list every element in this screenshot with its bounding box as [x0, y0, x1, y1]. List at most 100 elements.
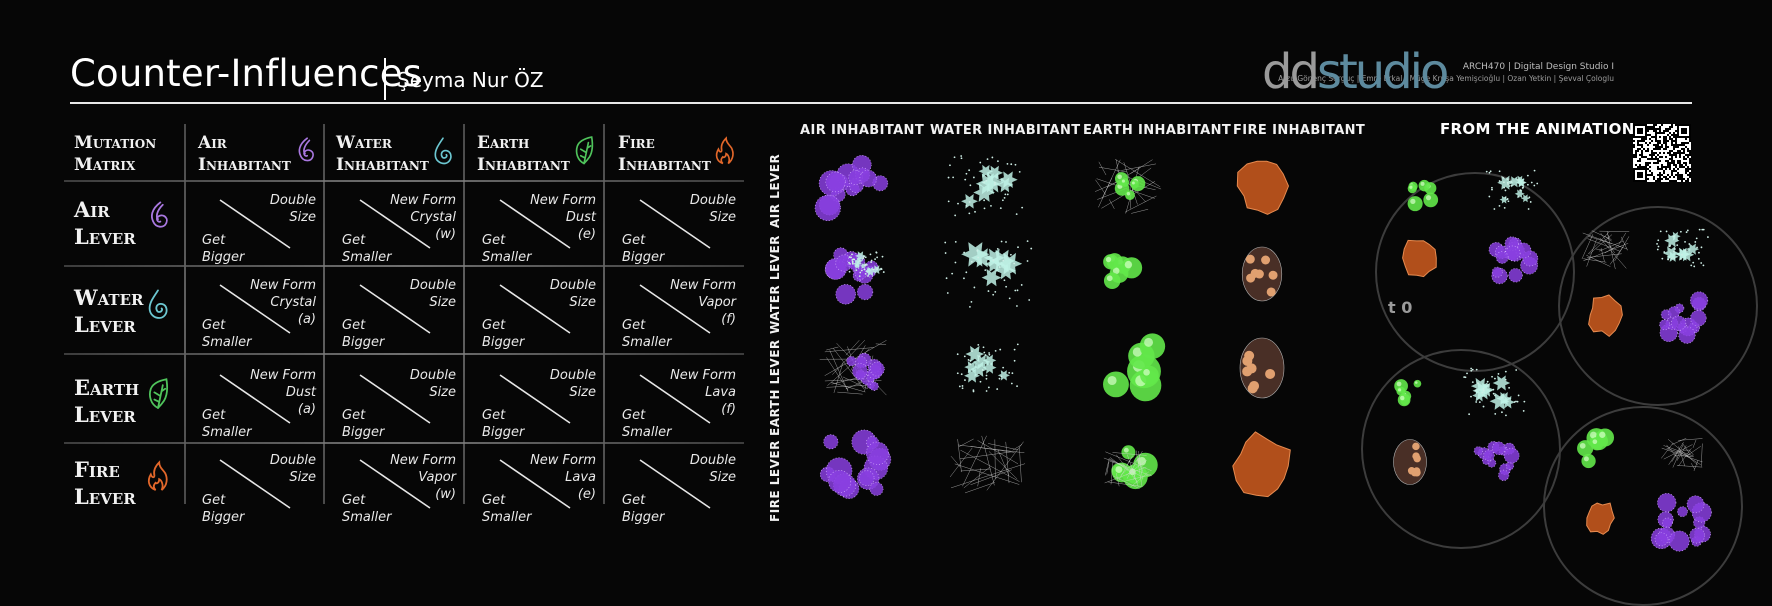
row-header-line-1: Air: [74, 196, 136, 223]
column-header-line-1: Earth: [477, 132, 570, 154]
water-drop-icon: [432, 136, 454, 165]
page-title: Counter-Influences: [70, 52, 422, 95]
cell-diagonal-line: [358, 198, 432, 250]
inhabitant-form-render: [1207, 229, 1317, 319]
inhabitant-form-render: [1207, 141, 1317, 231]
matrix-cell: New Form Lava (e)Get Smaller: [470, 446, 604, 532]
inhabitant-form-render: [1073, 323, 1183, 413]
row-header-line-1: Water: [74, 284, 143, 311]
cell-diagonal-line: [218, 458, 292, 510]
animation-title: FROM THE ANIMATION: [1440, 120, 1635, 138]
flame-icon: [714, 136, 736, 165]
cell-diagonal-line: [218, 198, 292, 250]
course-label: ARCH470 | Digital Design Studio I: [1463, 62, 1614, 72]
inhabitant-form-render: [1073, 229, 1183, 319]
inhabitant-row-label: AIR LEVER: [768, 154, 782, 228]
cell-diagonal-line: [498, 283, 572, 335]
inhabitant-column-header: EARTH INHABITANT: [1083, 123, 1231, 138]
inhabitant-form-render: [798, 141, 908, 231]
inhabitant-form-render: [933, 229, 1043, 319]
column-header-line-2: Inhabitant: [618, 154, 711, 176]
cell-diagonal-line: [638, 458, 712, 510]
water-drop-icon: [146, 288, 170, 319]
row-header-line-2: Lever: [74, 401, 139, 428]
cell-diagonal-line: [218, 283, 292, 335]
corner-line-1: Mutation: [74, 132, 156, 154]
column-header-line-2: Inhabitant: [198, 154, 291, 176]
air-swirl-icon: [294, 136, 316, 165]
cell-diagonal-line: [358, 283, 432, 335]
inhabitant-column-header: AIR INHABITANT: [800, 123, 924, 138]
cell-diagonal-line: [638, 198, 712, 250]
matrix-cell: New Form Lava (f)Get Smaller: [610, 361, 744, 447]
corner-line-2: Matrix: [74, 154, 156, 176]
cell-diagonal-line: [638, 373, 712, 425]
matrix-cell: New Form Crystal (a)Get Smaller: [190, 271, 324, 357]
row-header-line-2: Lever: [74, 223, 136, 250]
inhabitant-form-render: [1073, 425, 1183, 515]
matrix-cell: New Form Dust (a)Get Smaller: [190, 361, 324, 447]
inhabitant-form-render: [933, 421, 1043, 511]
inhabitant-form-render: [933, 323, 1043, 413]
leaf-icon: [146, 378, 170, 409]
inhabitant-form-render: [798, 421, 908, 511]
header-divider: [70, 102, 1692, 104]
ddstudio-logo: ddstudio: [1262, 44, 1446, 100]
cell-diagonal-line: [218, 373, 292, 425]
matrix-cell: New Form Crystal (w)Get Smaller: [330, 186, 464, 272]
matrix-cell: New Form Vapor (w)Get Smaller: [330, 446, 464, 532]
inhabitant-row-label: EARTH LEVER: [768, 339, 782, 436]
inhabitant-column-header: WATER INHABITANT: [930, 123, 1081, 138]
cell-diagonal-line: [498, 198, 572, 250]
animation-form-render: [1440, 417, 1550, 507]
inhabitant-row-label: FIRE LEVER: [768, 440, 782, 522]
qr-code-icon: [1633, 124, 1691, 182]
inhabitant-form-render: [1207, 421, 1317, 511]
stage-time-label: t 0: [1388, 298, 1412, 317]
row-header-line-1: Fire: [74, 456, 136, 483]
leaf-icon: [573, 136, 595, 165]
cell-diagonal-line: [358, 373, 432, 425]
column-header-line-2: Inhabitant: [477, 154, 570, 176]
inhabitant-form-render: [808, 327, 918, 417]
inhabitant-form-render: [1073, 141, 1183, 231]
row-header-line-2: Lever: [74, 311, 143, 338]
animation-form-render: [1627, 477, 1737, 567]
cell-diagonal-line: [498, 458, 572, 510]
matrix-cell: New Form Dust (e)Get Smaller: [470, 186, 604, 272]
animation-form-render: [1627, 273, 1737, 363]
air-swirl-icon: [146, 200, 170, 231]
author-name: Şeyma Nur ÖZ: [397, 68, 544, 92]
inhabitant-form-render: [1207, 323, 1317, 413]
row-header-line-1: Earth: [74, 374, 139, 401]
cell-diagonal-line: [358, 458, 432, 510]
inhabitant-form-render: [812, 219, 922, 309]
column-header-line-1: Water: [336, 132, 429, 154]
title-separator: [384, 58, 386, 100]
inhabitant-row-label: WATER LEVER: [768, 235, 782, 334]
matrix-cell: New Form Vapor (f)Get Smaller: [610, 271, 744, 357]
inhabitant-column-header: FIRE INHABITANT: [1233, 123, 1365, 138]
column-header-line-1: Fire: [618, 132, 711, 154]
cell-diagonal-line: [498, 373, 572, 425]
row-header-line-2: Lever: [74, 483, 136, 510]
inhabitant-form-render: [933, 141, 1043, 231]
column-header-line-2: Inhabitant: [336, 154, 429, 176]
